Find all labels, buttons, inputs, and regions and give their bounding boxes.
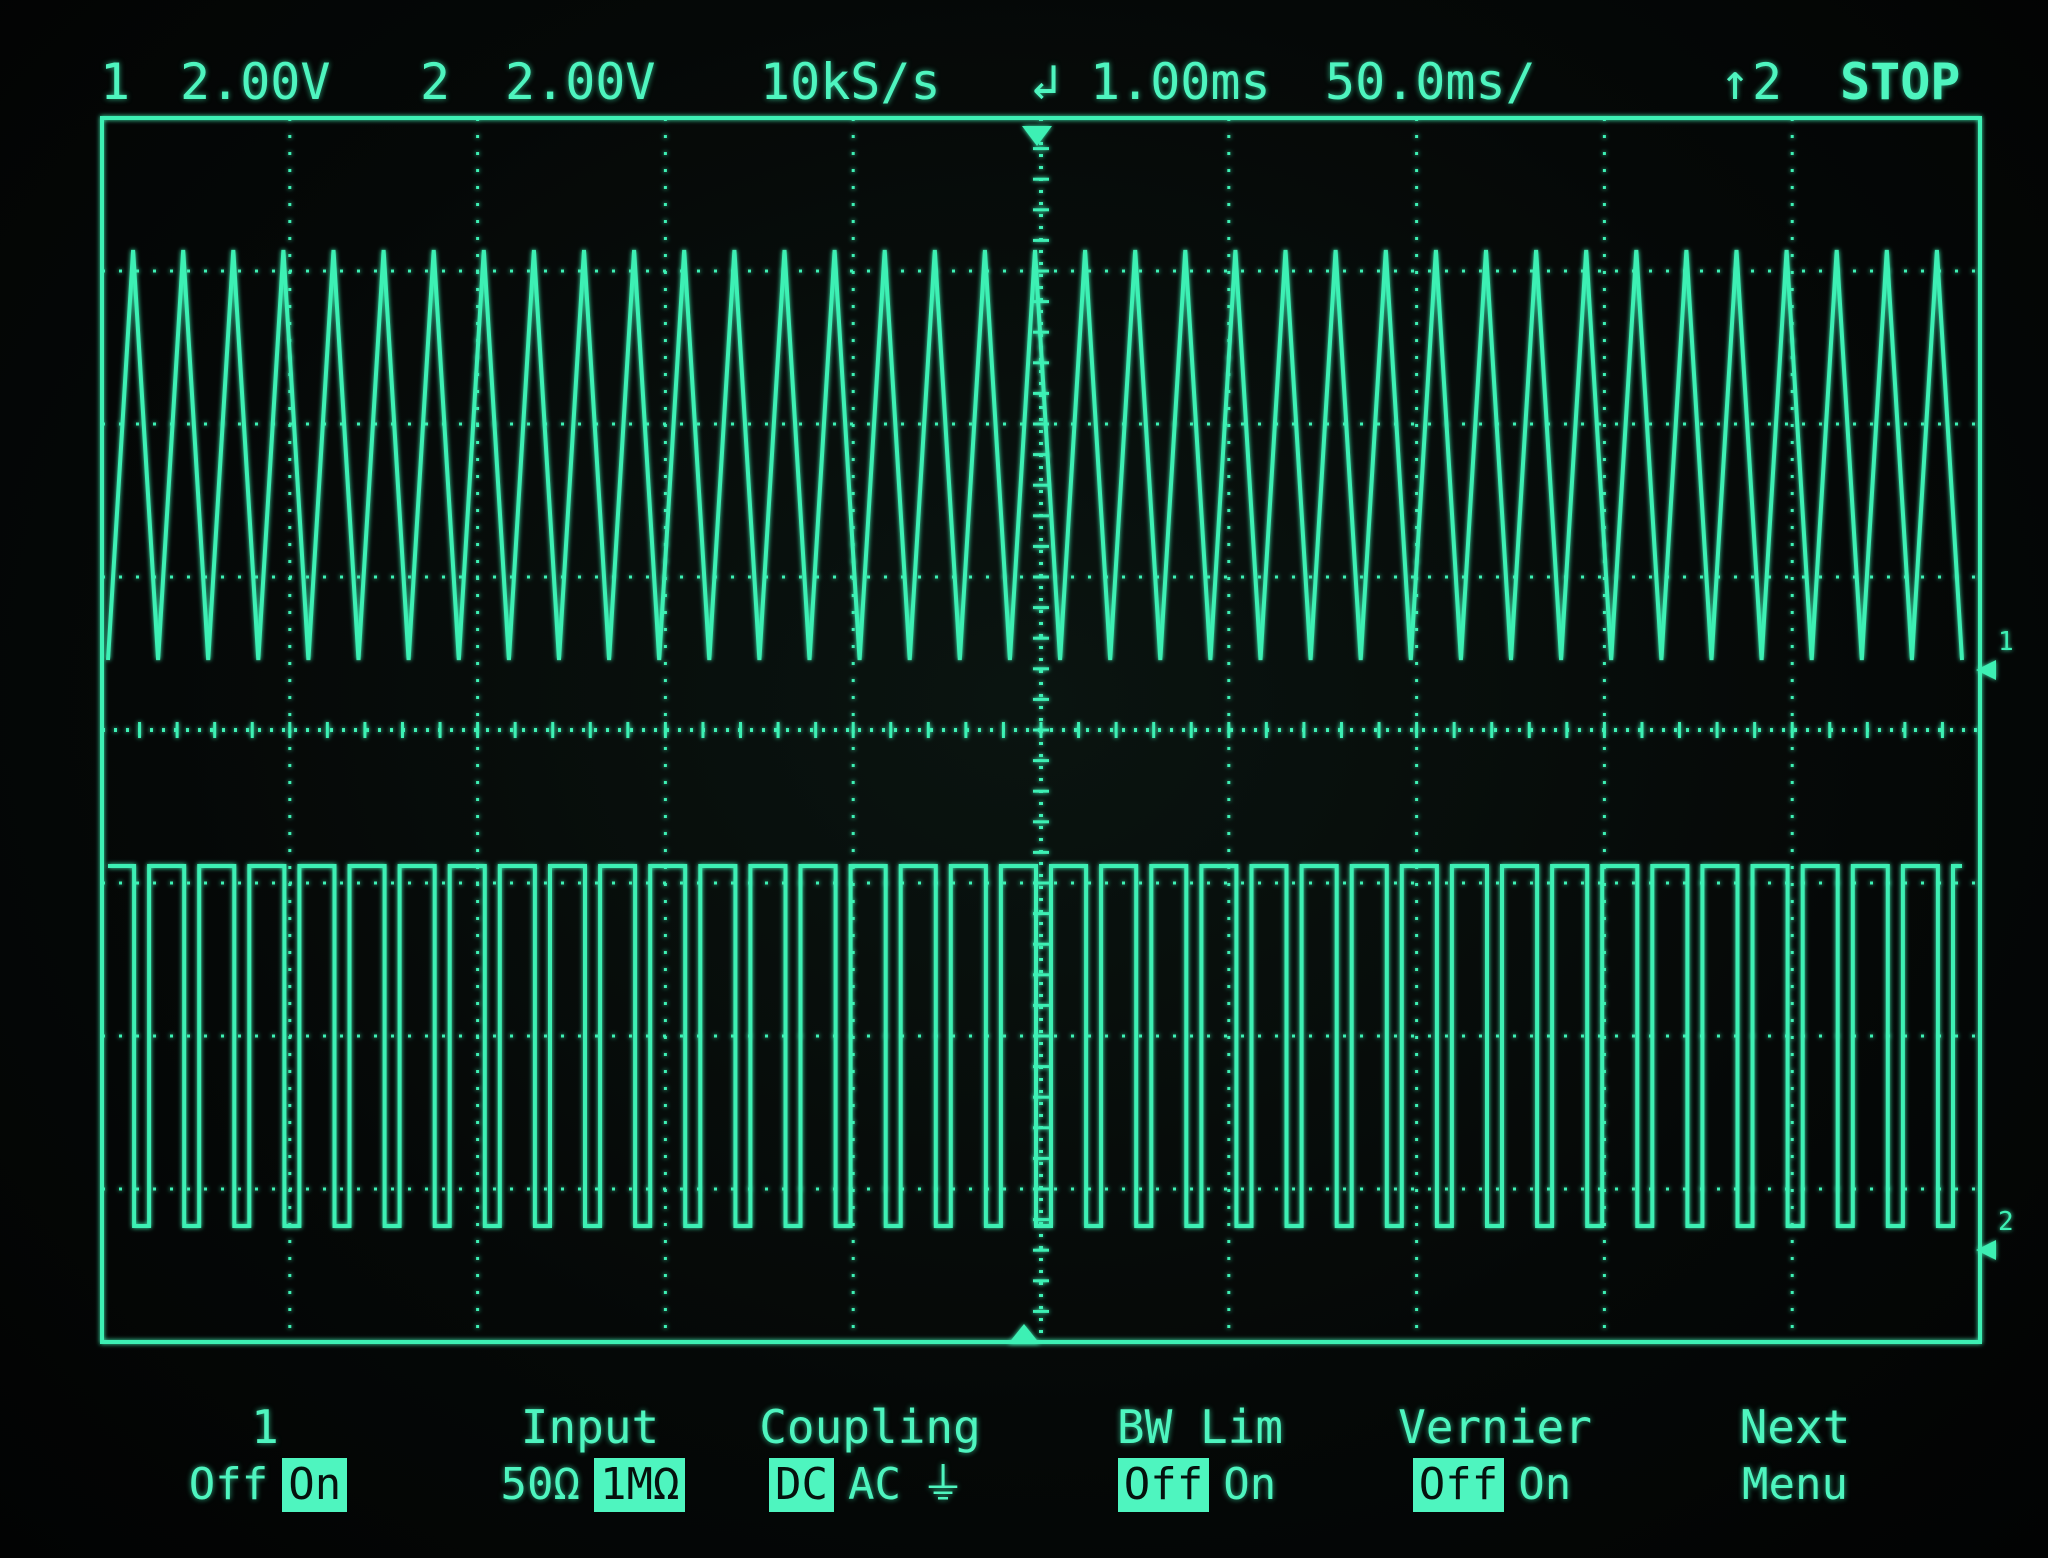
coupling-ac-option[interactable]: AC [848, 1459, 901, 1510]
input-50ohm-option[interactable]: 50Ω [500, 1459, 580, 1510]
trigger-delay: 1.00ms [1090, 53, 1271, 111]
softkey-coupling[interactable]: Coupling DC AC ⏚ [740, 1400, 1000, 1512]
vernier-on-option[interactable]: On [1518, 1459, 1572, 1510]
softkey-next-title: Next [1739, 1400, 1851, 1454]
vernier-off-option[interactable]: Off [1412, 1458, 1505, 1512]
trigger-position-bottom-icon [1008, 1324, 1040, 1344]
grid-layer [100, 116, 1982, 1344]
channel-on-option[interactable]: On [282, 1458, 348, 1512]
softkey-channel-title: 1 [251, 1400, 279, 1454]
ch2-ground-icon [1976, 1240, 1996, 1260]
coupling-ground-icon[interactable]: ⏚ [920, 1459, 965, 1510]
softkey-input[interactable]: Input 50Ω 1MΩ [470, 1400, 710, 1512]
sample-rate: 10kS/s [760, 53, 941, 111]
softkey-channel-on-off[interactable]: 1 Off On [170, 1400, 360, 1512]
coupling-dc-option[interactable]: DC [769, 1458, 834, 1512]
status-bar: 1 2.00V 2 2.00V 10kS/s ↲ 1.00ms 50.0ms/ … [0, 0, 2048, 120]
trigger-position-top-icon [1022, 126, 1052, 146]
trigger-source: 2 [1752, 53, 1783, 111]
softkey-coupling-title: Coupling [759, 1400, 981, 1454]
ch1-waveform [106, 249, 1964, 661]
ch1-ground-label: 1 [1998, 627, 2014, 657]
ch2-label: 2 [420, 53, 451, 111]
ch1-ground-icon [1976, 660, 1996, 680]
bw-lim-on-option[interactable]: On [1223, 1459, 1277, 1510]
softkey-vernier-title: Vernier [1398, 1400, 1592, 1454]
softkey-bw-lim-title: BW Lim [1116, 1400, 1284, 1454]
softkey-vernier[interactable]: Vernier Off On [1370, 1400, 1620, 1512]
softkey-bw-lim[interactable]: BW Lim Off On [1080, 1400, 1320, 1512]
markers: 1 2 [1008, 126, 2014, 1344]
channel-off-option[interactable]: Off [188, 1459, 269, 1510]
ch2-scale: 2.00V [505, 53, 656, 111]
bw-lim-off-option[interactable]: Off [1117, 1458, 1210, 1512]
ch1-label: 1 [100, 53, 131, 111]
softkey-next-line2: Menu [1742, 1459, 1848, 1510]
trigger-edge-icon: ↑ [1720, 53, 1751, 111]
input-1mohm-option[interactable]: 1MΩ [594, 1458, 686, 1512]
ch1-scale: 2.00V [180, 53, 331, 111]
softkey-next-menu[interactable]: Next Menu [1700, 1400, 1890, 1512]
ch2-ground-label: 2 [1998, 1207, 2014, 1237]
trigger-delay-icon: ↲ [1030, 53, 1061, 111]
ch2-waveform [108, 864, 1962, 1228]
softkey-input-title: Input [520, 1400, 660, 1454]
wave-layer [106, 249, 1964, 1228]
timebase: 50.0ms/ [1325, 53, 1536, 111]
run-state: STOP [1840, 53, 1961, 111]
softkey-bar: 1 Off On Input 50Ω 1MΩ Coupling DC AC ⏚ BW L… [0, 1400, 2048, 1558]
